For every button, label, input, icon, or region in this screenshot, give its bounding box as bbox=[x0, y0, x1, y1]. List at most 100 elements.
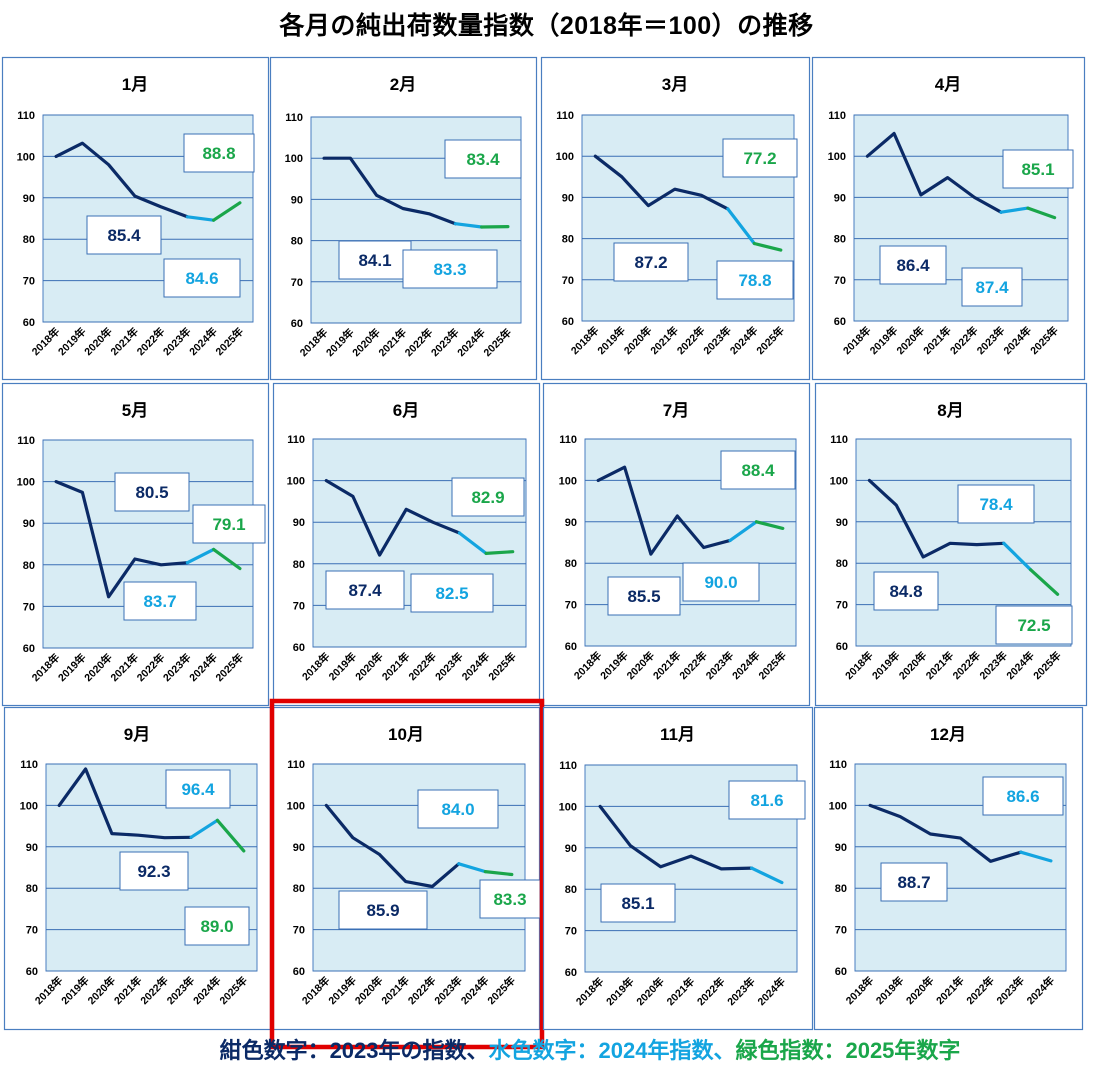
y-tick-label: 60 bbox=[23, 317, 35, 329]
y-tick-label: 60 bbox=[835, 966, 847, 978]
label-2025: 77.2 bbox=[743, 149, 776, 168]
color-legend-caption: 紺色数字：2023年の指数、水色数字：2024年指数、緑色指数：2025年数字 bbox=[0, 1033, 1093, 1065]
y-tick-label: 70 bbox=[835, 925, 847, 937]
chart-panel-5: 5月607080901001102018年2019年2020年2021年2022… bbox=[1, 382, 270, 707]
y-tick-label: 70 bbox=[23, 601, 35, 613]
chart-title: 5月 bbox=[122, 401, 148, 420]
y-tick-label: 100 bbox=[287, 800, 305, 812]
y-tick-label: 60 bbox=[562, 316, 574, 328]
chart-title: 7月 bbox=[663, 401, 689, 420]
y-tick-label: 110 bbox=[20, 759, 38, 771]
label-2024: 83.3 bbox=[433, 260, 466, 279]
series-line-2024 bbox=[1019, 850, 1053, 863]
y-tick-label: 100 bbox=[17, 151, 35, 163]
label-2025: 82.9 bbox=[471, 488, 504, 507]
label-2024: 87.4 bbox=[975, 278, 1009, 297]
y-tick-label: 100 bbox=[287, 476, 305, 488]
label-2023: 84.1 bbox=[358, 251, 391, 270]
label-2023: 86.4 bbox=[896, 256, 930, 275]
chart-title: 2月 bbox=[390, 75, 416, 94]
series-line-2018-2023 bbox=[324, 803, 461, 889]
label-2023: 85.5 bbox=[627, 587, 660, 606]
series-line-2025 bbox=[1026, 206, 1057, 220]
label-2023-box bbox=[325, 570, 405, 610]
series-line-2018-2023 bbox=[865, 131, 1003, 214]
series-line-2025 bbox=[1029, 568, 1060, 596]
chart-title: 6月 bbox=[393, 401, 419, 420]
y-tick-label: 110 bbox=[830, 434, 848, 446]
series-line-2024 bbox=[457, 862, 487, 874]
label-2023-box bbox=[119, 851, 189, 891]
label-2025: 89.0 bbox=[200, 917, 233, 936]
label-2024-box bbox=[402, 249, 498, 289]
chart-title: 1月 bbox=[122, 75, 148, 94]
plot-area bbox=[853, 114, 1069, 322]
series-line-2018-2023 bbox=[54, 141, 189, 219]
y-tick-label: 110 bbox=[559, 760, 577, 772]
y-tick-label: 90 bbox=[26, 842, 38, 854]
y-tick-label: 100 bbox=[559, 801, 577, 813]
y-tick-label: 90 bbox=[836, 517, 848, 529]
y-tick-label: 90 bbox=[293, 842, 305, 854]
label-2023: 85.9 bbox=[366, 901, 399, 920]
label-2025: 79.1 bbox=[212, 515, 245, 534]
series-line-2025 bbox=[754, 520, 785, 530]
series-line-2018-2023 bbox=[867, 478, 1006, 559]
series-line-2018-2023 bbox=[54, 480, 189, 599]
label-2025-box bbox=[479, 879, 541, 919]
label-2023-box bbox=[338, 890, 428, 930]
label-2023: 84.8 bbox=[889, 582, 922, 601]
label-2023: 88.7 bbox=[897, 873, 930, 892]
series-line-2018-2023 bbox=[598, 804, 754, 871]
label-2024: 86.6 bbox=[1006, 787, 1039, 806]
y-tick-label: 70 bbox=[293, 600, 305, 612]
label-2023-box bbox=[86, 215, 162, 255]
y-tick-label: 110 bbox=[556, 110, 574, 122]
series-line-2025 bbox=[484, 550, 515, 555]
label-2024-box bbox=[716, 260, 794, 300]
y-tick-label: 80 bbox=[23, 234, 35, 246]
label-2024-box bbox=[982, 776, 1064, 816]
y-tick-label: 70 bbox=[23, 276, 35, 288]
chart-panel-6: 6月607080901001102018年2019年2020年2021年2022… bbox=[272, 382, 541, 707]
series-line-2024 bbox=[185, 215, 216, 222]
chart-panel-12: 12月607080901001102018年2019年2020年2021年202… bbox=[813, 706, 1084, 1031]
chart-panel-2: 2月607080901001102018年2019年2020年2021年2022… bbox=[269, 56, 538, 381]
label-2023: 85.1 bbox=[621, 894, 654, 913]
y-tick-label: 110 bbox=[17, 435, 35, 447]
y-tick-label: 100 bbox=[285, 153, 303, 165]
series-line-2018-2023 bbox=[322, 156, 457, 226]
series-line-2025 bbox=[212, 547, 242, 571]
y-tick-label: 110 bbox=[828, 110, 846, 122]
y-tick-label: 100 bbox=[556, 151, 574, 163]
y-tick-label: 60 bbox=[26, 966, 38, 978]
label-2024-box bbox=[682, 562, 760, 602]
label-2025-box bbox=[192, 504, 266, 544]
series-line-2024 bbox=[750, 866, 784, 885]
label-2023-box bbox=[114, 472, 190, 512]
y-tick-label: 80 bbox=[565, 884, 577, 896]
y-tick-label: 90 bbox=[293, 517, 305, 529]
y-tick-label: 110 bbox=[17, 110, 35, 122]
y-tick-label: 70 bbox=[834, 275, 846, 287]
y-tick-label: 90 bbox=[835, 842, 847, 854]
y-tick-label: 60 bbox=[834, 316, 846, 328]
y-tick-label: 100 bbox=[828, 151, 846, 163]
label-2023: 85.4 bbox=[107, 226, 141, 245]
label-2025: 83.3 bbox=[493, 890, 526, 909]
label-2023-box bbox=[613, 242, 689, 282]
label-2025-box bbox=[451, 477, 525, 517]
series-line-2024 bbox=[728, 520, 758, 542]
series-line-2024 bbox=[999, 206, 1030, 214]
label-2025: 88.8 bbox=[202, 144, 235, 163]
y-tick-label: 80 bbox=[293, 883, 305, 895]
chart-title: 10月 bbox=[388, 725, 424, 744]
y-tick-label: 90 bbox=[23, 518, 35, 530]
chart-panel-10: 10月607080901001102018年2019年2020年2021年202… bbox=[269, 698, 545, 1050]
y-tick-label: 90 bbox=[565, 843, 577, 855]
y-tick-label: 80 bbox=[835, 883, 847, 895]
series-line-2024 bbox=[453, 222, 484, 229]
y-tick-label: 70 bbox=[562, 275, 574, 287]
series-line-2018-2023 bbox=[596, 465, 732, 556]
